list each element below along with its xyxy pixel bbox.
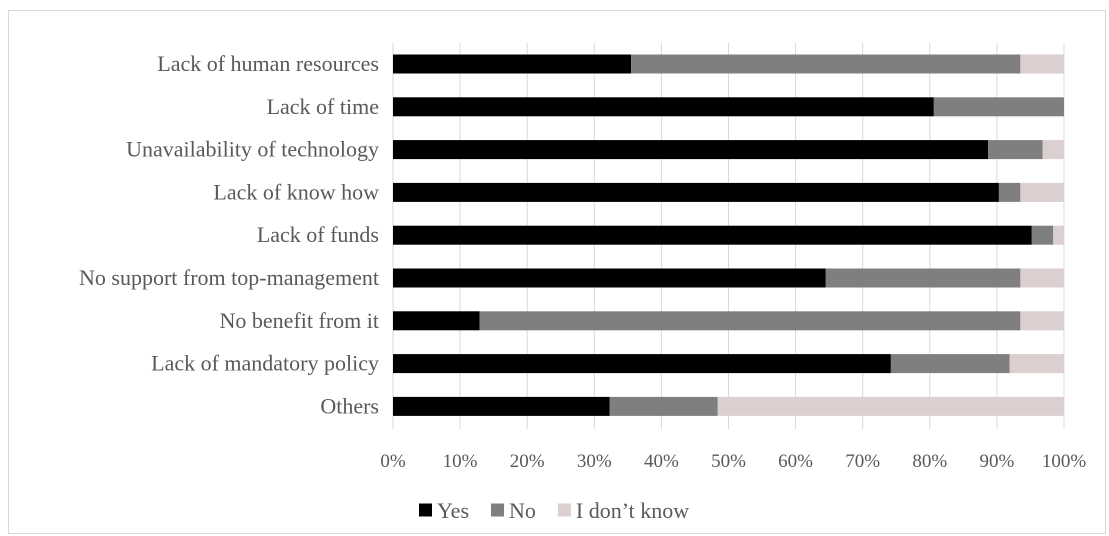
legend-swatch-no (491, 503, 505, 517)
x-tick-label-7: 70% (845, 451, 880, 472)
bar-no-lack-of-know-how (998, 182, 1021, 202)
stacked-bar-chart: Lack of human resources Lack of time Unava… (79, 43, 1086, 523)
category-label-lack-of-funds: Lack of funds (257, 222, 379, 247)
x-tick-label-8: 80% (912, 451, 947, 472)
bar-i-don-t-know-unavailability-of-technology (1042, 140, 1064, 160)
category-label-no-benefit-from-it: No benefit from it (220, 308, 379, 333)
bar-i-don-t-know-lack-of-funds (1053, 225, 1064, 245)
bars (393, 54, 1064, 416)
bar-yes-lack-of-funds (393, 225, 1032, 245)
bar-i-don-t-know-others (717, 396, 1064, 416)
chart-frame: Lack of human resources Lack of time Unava… (8, 10, 1106, 534)
bar-no-no-support-from-top-management (825, 268, 1021, 288)
category-label-unavailability-of-technology: Unavailability of technology (126, 137, 379, 162)
category-label-lack-of-human-resources: Lack of human resources (157, 51, 379, 76)
category-label-others: Others (320, 393, 379, 418)
bar-i-don-t-know-lack-of-mandatory-policy (1009, 354, 1064, 374)
category-label-lack-of-know-how: Lack of know how (213, 179, 379, 204)
bar-i-don-t-know-lack-of-know-how (1020, 182, 1064, 202)
bar-yes-others (393, 396, 610, 416)
x-tick-label-1: 10% (443, 451, 478, 472)
legend-label-yes: Yes (437, 498, 469, 523)
legend-swatch-i-don-t-know (557, 503, 571, 517)
bar-yes-lack-of-mandatory-policy (393, 354, 891, 374)
bar-i-don-t-know-lack-of-human-resources (1020, 54, 1064, 74)
bar-no-lack-of-mandatory-policy (890, 354, 1010, 374)
x-tick-label-2: 20% (510, 451, 545, 472)
legend-label-i-don-t-know: I don’t know (576, 498, 689, 523)
bar-i-don-t-know-no-benefit-from-it (1020, 311, 1064, 331)
bar-yes-no-benefit-from-it (393, 311, 480, 331)
bar-yes-unavailability-of-technology (393, 140, 989, 160)
category-label-no-support-from-top-management: No support from top-management (79, 265, 379, 290)
bar-no-unavailability-of-technology (988, 140, 1043, 160)
category-label-lack-of-mandatory-policy: Lack of mandatory policy (151, 351, 379, 376)
x-tick-label-4: 40% (644, 451, 679, 472)
x-tick-label-6: 60% (778, 451, 813, 472)
x-tick-label-9: 90% (979, 451, 1014, 472)
x-tick-label-5: 50% (711, 451, 746, 472)
bar-yes-no-support-from-top-management (393, 268, 826, 288)
bar-yes-lack-of-know-how (393, 182, 999, 202)
category-labels: Lack of human resources Lack of time Unava… (79, 51, 379, 418)
legend-swatch-yes (419, 503, 432, 517)
bar-no-no-benefit-from-it (479, 311, 1021, 331)
legend-label-no: No (509, 498, 536, 523)
x-tick-label-10: 100% (1042, 451, 1087, 472)
legend: Yes No I don’t know (419, 498, 689, 523)
x-tick-label-0: 0% (380, 451, 406, 472)
x-axis-tick-labels: 0% 10% 20% 30% 40% 50% 60% 70% 80% 90% 100% (380, 451, 1086, 472)
category-label-lack-of-time: Lack of time (267, 94, 379, 119)
bar-yes-lack-of-human-resources (393, 54, 632, 74)
bar-no-others (609, 396, 718, 416)
bar-no-lack-of-time (933, 97, 1064, 117)
bar-i-don-t-know-no-support-from-top-management (1020, 268, 1064, 288)
legend-items: Yes No I don’t know (419, 498, 689, 523)
bar-no-lack-of-funds (1031, 225, 1054, 245)
x-tick-label-3: 30% (577, 451, 612, 472)
bar-no-lack-of-human-resources (631, 54, 1021, 74)
bar-yes-lack-of-time (393, 97, 934, 117)
